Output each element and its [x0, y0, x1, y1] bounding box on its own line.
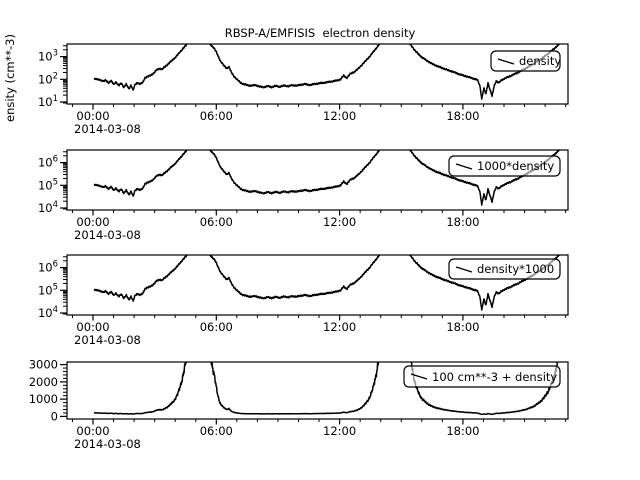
x-tick-label: 18:00 — [446, 320, 479, 334]
panel-frame — [66, 43, 569, 105]
curve-group — [93, 255, 561, 311]
panel-1: 00:00 06:00 12:00 18:00 2014-03-08 101 102 103 d… — [38, 43, 569, 136]
panel-4: 00:00 06:00 12:00 18:00 2014-03-08 0 1000 2000 3… — [29, 358, 569, 451]
x-tick-label: 12:00 — [323, 424, 356, 438]
y-tick-label: 106 — [38, 155, 58, 170]
curve-group — [93, 150, 561, 206]
y-tick-label: 103 — [38, 49, 58, 64]
y-tick-label: 1000 — [29, 392, 58, 406]
panel-2: 00:00 06:00 12:00 18:00 2014-03-08 104 105 106 1… — [38, 149, 569, 242]
y-tick-label: 2000 — [29, 375, 58, 389]
legend-panel-1: density — [490, 50, 561, 72]
legend-line-sample — [497, 58, 515, 65]
legend-panel-4: 100 cm**-3 + density — [403, 365, 561, 388]
legend-label: 100 cm**-3 + density — [432, 370, 557, 384]
x-tick-label: 18:00 — [446, 215, 479, 229]
x-axis-date-label: 2014-03-08 — [74, 228, 141, 242]
x-tick-label: 18:00 — [446, 109, 479, 123]
y-tick-label: 102 — [38, 71, 58, 86]
density-curve-panel-1 — [93, 44, 561, 100]
x-tick-label: 18:00 — [446, 424, 479, 438]
panel-frame — [66, 361, 569, 420]
density-curve-panel-2 — [93, 150, 561, 206]
legend-panel-3: density*1000 — [448, 258, 561, 280]
legend-line-sample — [455, 163, 473, 170]
x-tick-label: 00:00 — [76, 109, 109, 123]
legend-label: density — [519, 54, 561, 68]
panel-3: 00:00 06:00 12:00 18:00 2014-03-08 104 105 106 d… — [38, 254, 569, 347]
density-curve-panel-3 — [93, 255, 561, 311]
legend-box — [448, 258, 561, 280]
x-tick-label: 00:00 — [76, 320, 109, 334]
density-curve-panel-4 — [93, 362, 559, 416]
x-axis-date-label: 2014-03-08 — [74, 122, 141, 136]
legend-label: 1000*density — [477, 159, 554, 173]
y-axis-title: ensity (cm**-3) — [3, 34, 17, 122]
legend-box — [448, 155, 561, 177]
x-axis-date-label: 2014-03-08 — [74, 333, 141, 347]
x-tick-label: 12:00 — [323, 320, 356, 334]
x-axis-date-label: 2014-03-08 — [74, 437, 141, 451]
y-tick-label: 105 — [38, 282, 58, 297]
chart-panels: 00:00 06:00 12:00 18:00 2014-03-08 101 102 103 d… — [29, 43, 569, 451]
x-tick-label: 06:00 — [200, 109, 233, 123]
x-tick-label: 12:00 — [323, 215, 356, 229]
y-tick-label: 0 — [51, 409, 58, 423]
legend-box — [490, 50, 561, 72]
curve-group — [93, 44, 561, 100]
panel-frame — [66, 149, 569, 211]
x-tick-label: 00:00 — [76, 215, 109, 229]
legend-panel-2: 1000*density — [448, 155, 561, 177]
legend-label: density*1000 — [477, 262, 554, 276]
y-tick-label: 104 — [38, 200, 58, 215]
x-tick-label: 00:00 — [76, 424, 109, 438]
y-tick-label: 101 — [38, 94, 58, 109]
y-tick-label: 105 — [38, 177, 58, 192]
x-tick-label: 12:00 — [323, 109, 356, 123]
chart-title: RBSP-A/EMFISIS electron density — [225, 26, 416, 40]
y-tick-label: 3000 — [29, 358, 58, 372]
panel-frame — [66, 254, 569, 316]
curve-group — [93, 362, 559, 416]
y-tick-label: 106 — [38, 260, 58, 275]
legend-line-sample — [455, 266, 473, 273]
legend-box — [403, 365, 561, 388]
x-tick-label: 06:00 — [200, 320, 233, 334]
legend-line-sample — [410, 373, 428, 380]
y-tick-label: 104 — [38, 305, 58, 320]
x-tick-label: 06:00 — [200, 424, 233, 438]
x-tick-label: 06:00 — [200, 215, 233, 229]
